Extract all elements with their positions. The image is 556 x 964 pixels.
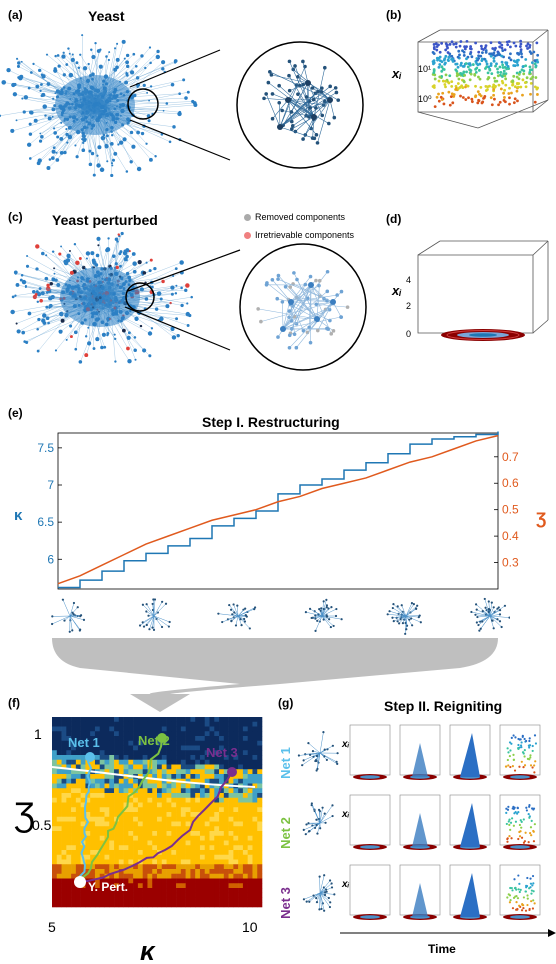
panel-g-title: Step II. Reigniting: [384, 698, 503, 714]
g-row-ylabel-2: xᵢ: [341, 879, 350, 890]
time-label: Time: [428, 942, 456, 956]
net2-endpoint: [157, 733, 167, 743]
legend-irretrievable-dot: [244, 231, 251, 239]
panel-c-title: Yeast perturbed: [52, 212, 158, 228]
panel-label-d: (d): [386, 212, 402, 226]
start-point: [74, 876, 86, 888]
start-label: Y. Pert.: [88, 880, 128, 894]
net3-path: [79, 771, 233, 883]
panel-b-tick-1: 10¹: [418, 64, 431, 74]
legend-irretrievable-text: Irretrievable components: [255, 230, 355, 240]
right-axis-label: Ʒ: [536, 509, 546, 528]
net2-label: Net 2: [138, 733, 170, 748]
legend-removed: Removed components: [244, 212, 345, 222]
f-ylabel: Ʒ: [14, 796, 35, 834]
panel-e-title: Step I. Restructuring: [202, 414, 340, 430]
panel-label-e: (e): [8, 406, 23, 420]
g-row-ylabel-0: xᵢ: [341, 739, 350, 750]
panel-b-tick-0: 10⁰: [418, 94, 432, 104]
panel-d-ylabel: xᵢ: [391, 283, 402, 298]
f-xtick-10: 10: [242, 919, 258, 935]
g-row-ylabel-1: xᵢ: [341, 809, 350, 820]
g-row-label-1: Net 2: [278, 817, 293, 849]
legend-removed-dot: [244, 213, 251, 221]
panel-label-b: (b): [386, 8, 402, 22]
yeast-network-figure: [0, 34, 364, 178]
legend-removed-text: Removed components: [255, 212, 346, 222]
g-row-label-2: Net 3: [278, 887, 293, 919]
panel-d-3d-plot: xᵢ 4 2 0: [391, 240, 549, 341]
restructuring-snapshots: [51, 597, 510, 635]
right-ytick-1: 0.6: [502, 476, 519, 490]
funnel-arrow: [52, 638, 498, 712]
restructuring-chart: 7.5 7 6.5 6 0.7 0.6 0.5 0.4 0.3 κ Ʒ: [14, 431, 546, 590]
panel-b-ylabel: xᵢ: [391, 66, 402, 81]
kappa-series-line: [58, 431, 499, 589]
right-ytick-2: 0.5: [502, 503, 519, 517]
g-row-label-0: Net 1: [278, 747, 293, 779]
yeast-perturbed-network-figure: [10, 231, 367, 371]
left-ytick-1: 7: [47, 478, 54, 492]
panel-label-c: (c): [8, 210, 23, 224]
panel-label-f: (f): [8, 696, 20, 710]
net3-endpoint: [227, 767, 237, 777]
f-xlabel: κ: [140, 936, 156, 964]
left-ytick-0: 7.5: [37, 441, 54, 455]
reigniting-grid: Net 1 xᵢ Net 2 xᵢ Net 3 xᵢ Time: [278, 724, 556, 956]
omega-series-line: [57, 434, 499, 585]
panel-d-tick-2: 2: [406, 301, 411, 311]
panel-b-3d-plot: xᵢ 10¹ 10⁰: [391, 29, 549, 129]
panel-label-a: (a): [8, 8, 23, 22]
net1-path: [78, 756, 93, 883]
panel-label-g: (g): [278, 696, 294, 710]
f-xtick-5: 5: [48, 919, 56, 935]
net3-label: Net 3: [206, 745, 238, 760]
panel-d-tick-4: 4: [406, 275, 411, 285]
net1-endpoint: [85, 752, 95, 762]
f-ytick-1: 1: [34, 726, 42, 742]
left-ytick-2: 6.5: [37, 515, 54, 529]
left-ytick-3: 6: [47, 552, 54, 566]
net1-label: Net 1: [68, 735, 100, 750]
net2-path: [79, 737, 163, 883]
right-ytick-4: 0.3: [502, 556, 519, 570]
f-ytick-05: 0.5: [32, 817, 52, 833]
panel-d-tick-0: 0: [406, 329, 411, 339]
panel-a-title: Yeast: [88, 8, 125, 24]
right-ytick-3: 0.4: [502, 529, 519, 543]
phase-diagram: Net 1 Net 2 Net 3 Y. Pert. 1 Ʒ 0.5 5 10 …: [14, 717, 263, 964]
legend-irretrievable: Irretrievable components: [244, 230, 354, 240]
right-ytick-0: 0.7: [502, 450, 519, 464]
left-axis-label: κ: [14, 507, 23, 524]
